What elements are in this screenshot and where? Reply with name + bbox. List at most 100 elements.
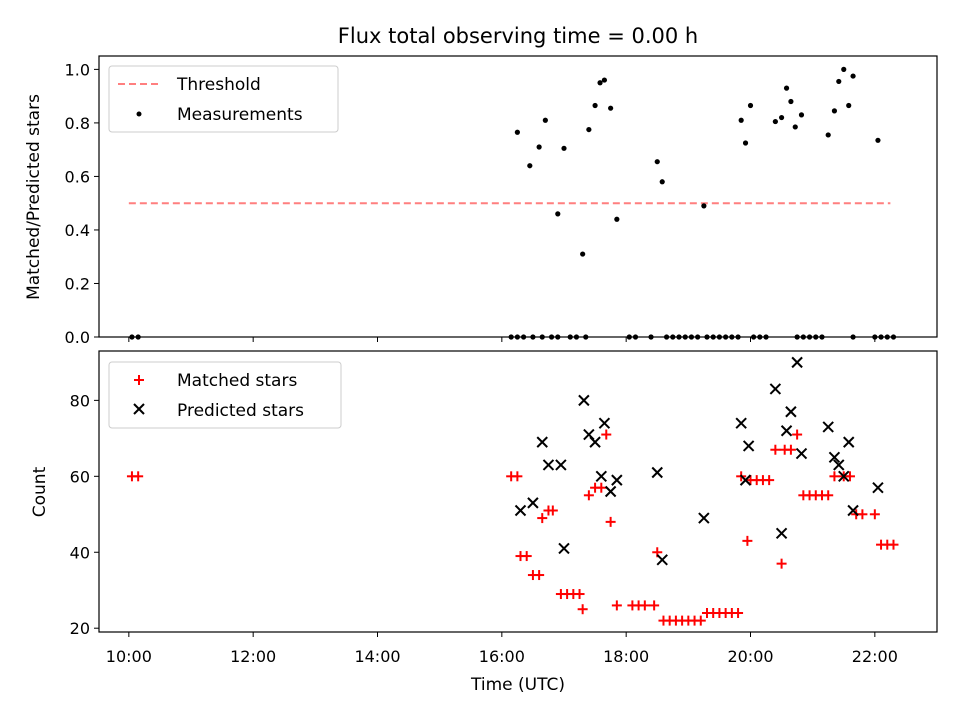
predicted-star-point: [791, 356, 803, 369]
matched-star-point: [605, 516, 616, 527]
bottom-x-tick-label: 10:00: [106, 647, 152, 666]
measurement-point: [555, 211, 561, 217]
predicted-star-point-b: [769, 383, 782, 395]
predicted-star-point-b: [542, 459, 555, 471]
predicted-star-point: [795, 447, 808, 460]
matched-star-point: [829, 471, 840, 482]
matched-star-point: [649, 600, 660, 611]
predicted-star-point-b: [791, 356, 803, 369]
matched-star-point: [639, 600, 650, 611]
predicted-star-point: [656, 554, 668, 566]
predicted-star-point-b: [611, 474, 623, 486]
legend-matched-label: Matched stars: [177, 371, 297, 391]
measurement-point: [514, 129, 520, 135]
bottom-x-tick-label: 16:00: [479, 647, 525, 666]
measurement-point: [850, 73, 856, 79]
predicted-star-point: [555, 459, 567, 471]
measurement-point: [846, 102, 852, 109]
predicted-star-point: [611, 474, 623, 486]
measurement-point: [783, 85, 790, 91]
measurement-point: [659, 179, 665, 185]
top-plot: 0.0 0.2 0.4 0.6 0.8 1.0 Matched/Predicted sta…: [24, 55, 938, 347]
matched-star-point: [857, 509, 868, 520]
predicted-star-point-b: [583, 428, 595, 441]
predicted-star-point-b: [578, 394, 590, 407]
legend-predicted-label: Predicted stars: [177, 401, 304, 421]
matched-star-point: [776, 558, 787, 569]
measurement-point: [738, 117, 744, 123]
matched-star-point: [770, 444, 781, 455]
matched-star-point: [869, 509, 880, 520]
measurement-point: [542, 117, 548, 123]
predicted-star-point-b: [527, 497, 539, 509]
predicted-star-point: [780, 425, 793, 437]
predicted-star-point: [838, 470, 850, 483]
predicted-star-point-b: [698, 512, 710, 524]
predicted-star-point: [558, 542, 570, 555]
top-y-tick-label: 0.2: [65, 274, 90, 293]
legend-measurements-swatch: [136, 111, 142, 117]
predicted-star-point-b: [589, 436, 601, 448]
matched-star-point: [792, 429, 803, 440]
predicted-star-point-b: [514, 504, 527, 517]
bottom-x-tick-label: 22:00: [852, 647, 898, 666]
bottom-y-tick-label: 60: [70, 467, 90, 486]
bottom-x-tick-label: 18:00: [603, 647, 649, 666]
matched-star-point: [133, 471, 144, 482]
measurement-point: [825, 132, 831, 138]
matched-star-point: [521, 551, 532, 562]
predicted-star-point-b: [828, 451, 841, 464]
matched-star-point: [583, 490, 594, 501]
measurement-point: [747, 102, 754, 109]
bottom-x-tick-label: 12:00: [230, 647, 276, 666]
predicted-star-point-b: [536, 436, 548, 448]
predicted-star-point-b: [833, 459, 845, 471]
predicted-star-point-b: [595, 470, 608, 483]
legend-threshold-label: Threshold: [176, 75, 261, 95]
predicted-star-point-b: [872, 481, 884, 494]
predicted-star-point: [735, 417, 747, 429]
measurement-point: [836, 78, 842, 85]
predicted-star-point: [822, 421, 834, 433]
x-axis-label: Time (UTC): [470, 675, 565, 695]
matched-star-point: [785, 444, 796, 455]
bottom-y-tick-label: 80: [70, 391, 90, 410]
top-y-tick-label: 0.0: [65, 328, 90, 347]
bottom-legend: Matched stars Predicted stars: [108, 361, 342, 429]
matched-star-point: [764, 475, 775, 486]
predicted-star-point-b: [604, 485, 617, 498]
measurement-point: [772, 118, 778, 125]
measurement-point: [580, 251, 586, 257]
predicted-star-point: [828, 451, 841, 464]
predicted-star-point: [872, 481, 884, 494]
predicted-star-point: [578, 394, 590, 407]
top-plot-frame: [98, 55, 938, 338]
measurement-point: [597, 80, 603, 86]
top-y-axis-ticks: 0.0 0.2 0.4 0.6 0.8 1.0: [65, 60, 99, 347]
legend-matched-swatch: [134, 375, 144, 385]
predicted-star-point-b: [847, 504, 859, 517]
matched-star-point: [512, 471, 523, 482]
bottom-x-tick-label: 20:00: [727, 647, 773, 666]
predicted-star-point-b: [785, 406, 797, 418]
bottom-y-axis-label: Count: [30, 466, 50, 517]
predicted-star-point: [651, 466, 663, 479]
matched-star-point: [547, 505, 558, 516]
predicted-star-point: [514, 504, 527, 517]
bottom-plot: 20 40 60 80 10:00 12:00 14:00 16:00 18:00 20:00 2…: [30, 350, 938, 695]
top-legend: Threshold Measurements: [108, 65, 339, 133]
measurement-point: [798, 112, 805, 118]
measurement-point: [608, 105, 614, 111]
measurement-point: [742, 140, 749, 146]
matched-star-point: [695, 615, 706, 626]
predicted-star-point: [598, 417, 611, 429]
bottom-plot-marks: [126, 356, 899, 626]
predicted-star-point: [742, 440, 755, 452]
predicted-star-point-b: [651, 466, 663, 479]
predicted-star-point-b: [598, 417, 611, 429]
matched-star-point: [823, 490, 834, 501]
figure-title: Flux total observing time = 0.00 h: [338, 24, 698, 48]
top-legend-box: [108, 65, 339, 133]
matched-star-point: [537, 513, 548, 524]
top-y-tick-label: 0.4: [65, 221, 90, 240]
